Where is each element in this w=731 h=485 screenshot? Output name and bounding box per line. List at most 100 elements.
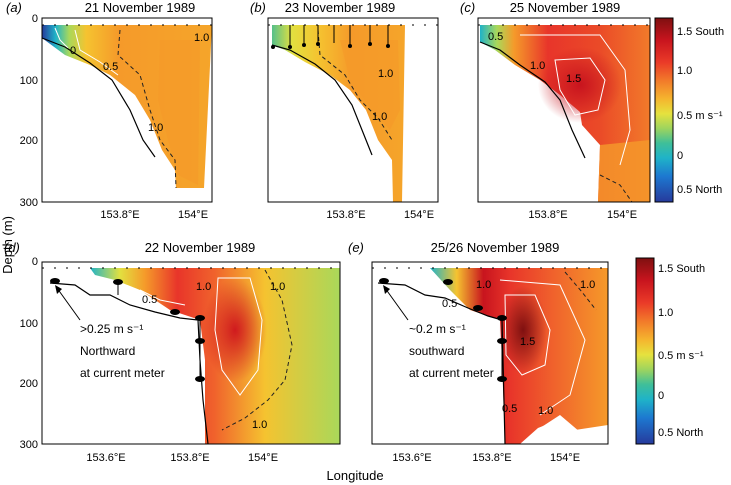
panel-letter: (e) — [348, 240, 364, 255]
x-tick-label: 154°E — [404, 209, 434, 221]
contour-label: 0.5 — [442, 298, 457, 310]
plot-frame — [477, 17, 651, 203]
contour-1.5 — [504, 294, 551, 376]
core-band — [158, 40, 200, 185]
bottom-profile — [479, 41, 586, 159]
contour-1.0-inner — [214, 277, 263, 396]
annotation-line: >0.25 m s⁻¹ — [80, 322, 143, 336]
core-region — [203, 278, 267, 382]
colorbar-bottom: 1.5 South 1.0 0.5 m s⁻¹ 0 0.5 North — [635, 257, 705, 445]
bottom-profile — [377, 282, 506, 445]
core-region — [499, 286, 547, 374]
x-axis-label: Longitude — [326, 468, 383, 483]
y-tick-label: 0 — [32, 13, 38, 25]
y-axis-label: Depth (m) — [0, 216, 15, 274]
y-tick-label: 100 — [20, 318, 38, 330]
colorbar — [654, 17, 674, 203]
annotation-line: southward — [409, 344, 464, 358]
x-tick-label: 154°E — [178, 209, 208, 221]
core-region — [538, 47, 622, 123]
contour-label: 1.0 — [252, 419, 267, 431]
contour-label: 0.5 — [142, 294, 157, 306]
y-tick-label: 100 — [20, 75, 38, 87]
contour-1.0 — [520, 34, 631, 166]
x-tick-label: 153.8°E — [170, 452, 209, 464]
contour-1.0-dashed — [564, 271, 597, 311]
colorbar-tick: 0.5 North — [677, 184, 722, 196]
colorbar-tick: 0.5 m s⁻¹ — [658, 350, 704, 362]
plot-frame — [41, 261, 341, 445]
colorbar-tick: 0.5 North — [658, 427, 703, 439]
panel-c: (c) 25 November 1989 0.5 1.0 1.5 153.8°E… — [460, 0, 651, 221]
contour-1.0 — [499, 279, 586, 416]
panel-title: 25 November 1989 — [510, 0, 621, 15]
contour-label: 1.0 — [580, 279, 595, 291]
panel-letter: (a) — [6, 0, 22, 15]
contour-dashed — [599, 174, 633, 203]
colorbar-tick: 0.5 m s⁻¹ — [677, 110, 723, 122]
contour-1.0 — [317, 29, 393, 141]
contour-label: 1.0 — [196, 281, 211, 293]
panel-letter: (d) — [4, 240, 20, 255]
colorbar-tick: 1.5 South — [677, 26, 724, 38]
annotation-line: ~0.2 m s⁻¹ — [409, 322, 466, 336]
annotation-line: at current meter — [409, 366, 494, 380]
colorbar-top: 1.5 South 1.0 0.5 m s⁻¹ 0 0.5 North — [654, 17, 724, 203]
panel-title: 21 November 1989 — [85, 0, 196, 15]
panel-title: 25/26 November 1989 — [431, 240, 560, 255]
y-tick-label: 0 — [32, 256, 38, 268]
annotation-arrow — [56, 287, 81, 321]
bottom-profile — [271, 44, 373, 156]
colorbar — [635, 257, 655, 445]
panel-title: 23 November 1989 — [285, 0, 396, 15]
contour-label: 1.5 — [520, 336, 535, 348]
colorbar-tick: 1.0 — [658, 307, 673, 319]
x-tick-label: 154°E — [248, 452, 278, 464]
contour-0 — [54, 27, 69, 49]
x-tick-label: 153.8°E — [472, 452, 511, 464]
x-tick-label: 153.8°E — [100, 209, 139, 221]
x-tick-label: 154°E — [607, 209, 637, 221]
panel-a: (a) 21 November 1989 0 0.5 1.0 1.0 0 100… — [6, 0, 213, 221]
x-tick-label: 153.8°E — [528, 209, 567, 221]
contour-label: 1.5 — [566, 73, 581, 85]
colorbar-tick: 0 — [658, 390, 664, 402]
contour-label: 0.5 — [488, 31, 503, 43]
colorbar-tick: 0 — [677, 150, 683, 162]
annotation-line: Northward — [80, 344, 135, 358]
instrument-markers — [271, 42, 390, 49]
x-tick-label: 153.6°E — [86, 452, 125, 464]
annotation-arrow — [384, 287, 409, 321]
arrow-head — [383, 285, 390, 294]
plot-frame — [41, 17, 213, 203]
x-tick-label: 153.6°E — [392, 452, 431, 464]
mooring-lines — [289, 25, 389, 47]
contour-label: 1.0 — [270, 281, 285, 293]
contour-1.0 — [117, 29, 177, 189]
bottom-profile — [49, 282, 209, 445]
x-tick-label: 154°E — [550, 452, 580, 464]
panel-d: (d) 22 November 1989 >0.25 m s⁻¹ Northwa… — [4, 240, 341, 464]
contour-label: 1.0 — [530, 60, 545, 72]
x-tick-label: 153.8°E — [326, 209, 365, 221]
panel-letter: (b) — [250, 0, 266, 15]
y-tick-label: 200 — [20, 135, 38, 147]
contour-label: 1.0 — [194, 32, 209, 44]
panel-title: 22 November 1989 — [145, 240, 256, 255]
contour-label: 0.5 — [103, 61, 118, 73]
plot-frame — [267, 17, 439, 203]
y-tick-label: 300 — [20, 439, 38, 451]
bottom-profile — [41, 37, 156, 158]
y-tick-label: 300 — [20, 197, 38, 209]
whitespace-cutout — [540, 415, 580, 444]
core-band — [340, 40, 400, 130]
contour-label: 1.0 — [372, 111, 387, 123]
contour-1.5 — [554, 57, 606, 116]
contour-label: 0 — [70, 45, 76, 57]
annotation-line: at current meter — [80, 366, 165, 380]
colorbar-tick: 1.0 — [677, 65, 692, 77]
contour-1.0-dashed — [221, 269, 293, 431]
current-meter-markers — [50, 278, 205, 382]
panel-e: (e) 25/26 November 1989 ~0.2 m s⁻¹ south… — [348, 240, 609, 464]
